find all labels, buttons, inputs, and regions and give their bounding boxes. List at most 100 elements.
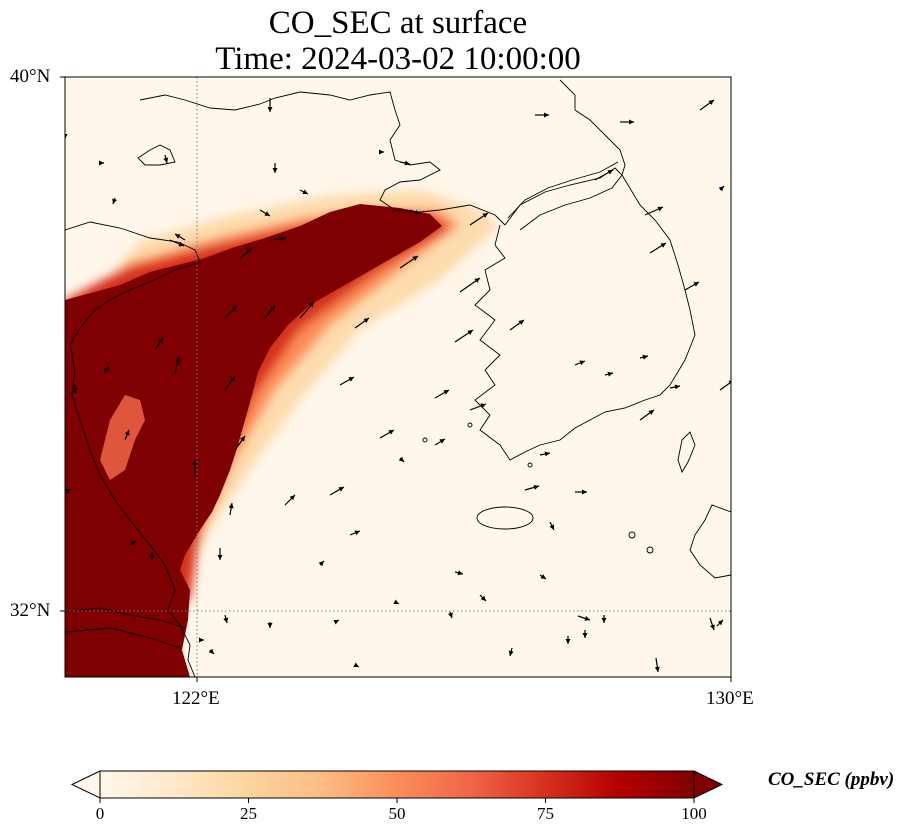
lat-label-32: 32°N	[10, 600, 51, 621]
wind-vector-arrow-icon	[443, 390, 449, 395]
wind-vector-arrow-icon	[693, 282, 699, 287]
colorbar-tick-50: 50	[388, 804, 406, 823]
wind-vector-arrow-icon	[175, 234, 181, 239]
wind-vector-arrow-icon	[240, 436, 245, 442]
wind-vector-arrow-icon	[354, 530, 360, 536]
wind-vectors	[65, 98, 731, 673]
lon-label-130: 130°E	[706, 688, 754, 709]
wind-vector-arrow-icon	[163, 157, 169, 163]
wind-vector-arrow-icon	[302, 189, 308, 194]
wind-vector-arrow-icon	[175, 357, 181, 363]
wind-vector-arrow-icon	[124, 430, 130, 436]
colorbar-title: CO_SEC (ppbv)	[768, 769, 895, 790]
wind-vector-arrow-icon	[654, 666, 660, 672]
wind-vector-arrow-icon	[480, 595, 486, 601]
wind-vector-arrow-icon	[584, 616, 590, 621]
wind-vector-arrow-icon	[130, 541, 136, 546]
wind-vector-arrow-icon	[607, 170, 613, 175]
wind-vector-arrow-icon	[272, 168, 278, 173]
wind-vector-arrow-icon	[533, 484, 539, 490]
wind-vector-arrow-icon	[65, 134, 68, 139]
figure-title: CO_SEC at surface	[268, 5, 528, 41]
wind-vector-arrow-icon	[582, 489, 587, 495]
wind-vector-arrow-icon	[333, 620, 339, 625]
colorbar-tick-75: 75	[537, 804, 554, 823]
wind-vector-arrow-icon	[192, 460, 198, 465]
wind-vector-arrow-icon	[223, 617, 229, 623]
wind-vector-arrow-icon	[480, 403, 486, 409]
wind-vector-arrow-icon	[467, 330, 473, 335]
wind-vector-arrow-icon	[718, 186, 724, 192]
wind-vector-arrow-icon	[549, 524, 554, 530]
wind-vector-arrow-icon	[398, 456, 404, 462]
wind-vector-arrow-icon	[353, 662, 359, 667]
map-frame	[64, 76, 732, 678]
lat-label-40: 40°N	[10, 66, 51, 87]
wind-vector-arrow-icon	[72, 388, 78, 393]
wind-vector-arrow-icon	[565, 639, 571, 644]
wind-vector-arrow-icon	[199, 637, 204, 643]
wind-vector-arrow-icon	[601, 618, 607, 623]
wind-vector-arrow-icon	[717, 620, 723, 626]
wind-vector-arrow-icon	[657, 206, 663, 212]
wind-vector-arrow-icon	[508, 650, 514, 656]
wind-vector-arrow-icon	[379, 149, 384, 155]
wind-vector-arrow-icon	[544, 112, 549, 118]
wind-vector-arrow-icon	[710, 624, 715, 630]
wind-vector-arrow-icon	[642, 354, 648, 360]
wind-vector-arrow-icon	[414, 209, 420, 215]
wind-vector-arrow-icon	[99, 160, 104, 166]
wind-vector-arrow-icon	[393, 599, 399, 604]
wind-vector-arrow-icon	[267, 623, 273, 628]
colorbar	[70, 770, 724, 803]
colorbar-tick-100: 100	[681, 804, 707, 823]
lon-label-122: 122°E	[172, 688, 220, 709]
wind-vector-arrow-icon	[482, 213, 488, 218]
wind-vector-arrow-icon	[338, 487, 344, 492]
wind-vector-arrow-icon	[518, 320, 524, 325]
wind-vector-arrow-icon	[708, 100, 714, 105]
wind-vector-arrow-icon	[457, 570, 463, 576]
wind-vector-arrow-icon	[318, 561, 324, 567]
wind-vector-arrow-icon	[412, 256, 418, 261]
wind-vector-arrow-icon	[629, 119, 634, 125]
colorbar-tick-25: 25	[240, 804, 257, 823]
wind-vector-arrow-icon	[439, 439, 445, 444]
wind-vector-arrow-icon	[217, 555, 223, 560]
wind-vector-arrow-icon	[230, 376, 235, 382]
wind-vector-arrow-icon	[289, 495, 295, 501]
wind-vector-arrow-icon	[648, 410, 654, 415]
wind-vector-arrow-icon	[388, 430, 394, 435]
wind-vector-arrow-icon	[448, 612, 453, 618]
wind-vector-arrow-icon	[308, 302, 314, 308]
wind-vector-arrow-icon	[178, 241, 184, 247]
wind-vector-arrow-icon	[728, 380, 731, 385]
colorbar-tick-0: 0	[95, 804, 105, 823]
wind-vector-arrow-icon	[540, 574, 546, 579]
wind-vector-arrow-icon	[228, 503, 234, 509]
wind-vector-arrow-icon	[264, 211, 270, 216]
wind-vector-arrow-icon	[607, 371, 613, 377]
wind-vector-arrow-icon	[269, 306, 275, 312]
wind-vector-arrow-icon	[474, 278, 480, 283]
wind-vector-arrow-icon	[104, 366, 109, 372]
wind-vector-arrow-icon	[65, 489, 71, 494]
wind-vector-arrow-icon	[158, 338, 163, 344]
axis-ticks	[60, 76, 732, 682]
wind-vector-arrow-icon	[208, 648, 214, 654]
wind-vector-arrow-icon	[280, 236, 286, 242]
wind-vector-arrow-icon	[149, 555, 155, 560]
coastlines	[65, 79, 731, 677]
wind-vector-arrow-icon	[348, 377, 354, 382]
wind-vector-arrow-icon	[660, 243, 666, 248]
wind-vector-arrow-icon	[404, 160, 410, 166]
wind-vector-arrow-icon	[674, 384, 680, 390]
gridlines	[65, 77, 731, 677]
wind-vector-arrow-icon	[112, 198, 117, 204]
wind-vector-arrow-icon	[579, 360, 585, 366]
wind-vector-arrow-icon	[544, 451, 550, 457]
figure-subtitle: Time: 2024-03-02 10:00:00	[215, 41, 581, 77]
wind-vector-arrow-icon	[363, 318, 369, 323]
concentration-field	[65, 77, 731, 677]
